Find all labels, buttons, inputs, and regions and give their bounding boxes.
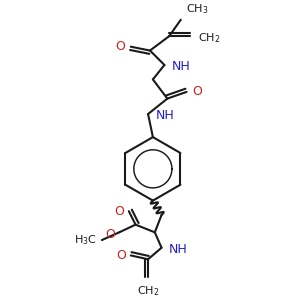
Text: NH: NH: [172, 60, 191, 74]
Text: O: O: [106, 228, 116, 241]
Text: CH$_2$: CH$_2$: [198, 31, 220, 45]
Text: O: O: [115, 40, 125, 53]
Text: H$_3$C: H$_3$C: [74, 233, 97, 247]
Text: NH: NH: [168, 243, 187, 256]
Text: O: O: [116, 249, 126, 262]
Text: CH$_3$: CH$_3$: [186, 2, 208, 16]
Text: O: O: [114, 205, 124, 218]
Text: CH$_2$: CH$_2$: [137, 284, 159, 298]
Text: O: O: [192, 85, 202, 98]
Text: NH: NH: [156, 110, 175, 122]
